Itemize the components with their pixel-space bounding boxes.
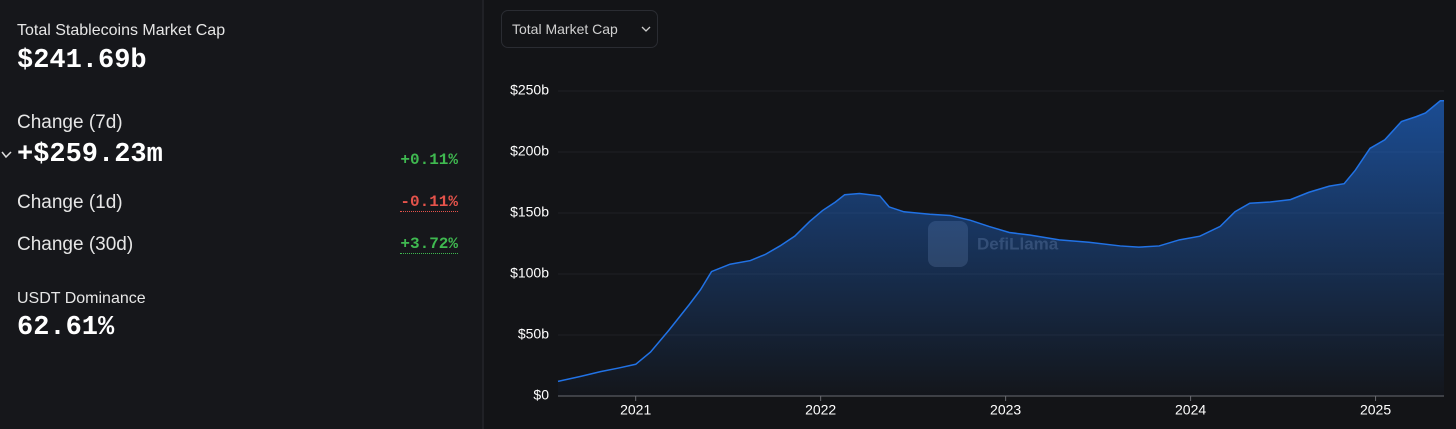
percent: +0.11% [400,151,458,169]
percent: -0.11% [400,193,458,212]
dropdown[interactable]: Total Market Cap [501,10,658,48]
y-tick-label: $100b [510,265,549,281]
label: Change (1d) [17,192,123,213]
x-tick-label: 2023 [990,402,1021,418]
x-tick-label: 2025 [1360,402,1391,418]
y-tick-label: $150b [510,204,549,220]
label: Total Stablecoins Market Cap [17,22,226,39]
label: Change (7d) [17,112,123,133]
area [558,100,1444,396]
y-tick-label: $250b [510,82,549,98]
percent: +3.72% [400,235,458,254]
dropdown-label: Total Market Cap [512,21,618,37]
y-tick-label: $50b [518,326,549,342]
stats-panel: Total Stablecoins Market Cap $241.69b Ch… [0,0,484,429]
y-tick-label: $0 [533,387,549,403]
value: $241.69b [17,46,147,76]
y-tick-label: $200b [510,143,549,159]
x-tick-label: 2021 [620,402,651,418]
value: +$259.23m [17,140,163,170]
line [557,100,1444,383]
x-tick-label: 2024 [1175,402,1206,418]
chevron [641,26,651,32]
chevron[interactable] [0,148,14,162]
label: Change (30d) [17,234,134,255]
x-tick-label: 2022 [805,402,836,418]
label: USDT Dominance [17,290,146,307]
value: 62.61% [17,313,115,343]
